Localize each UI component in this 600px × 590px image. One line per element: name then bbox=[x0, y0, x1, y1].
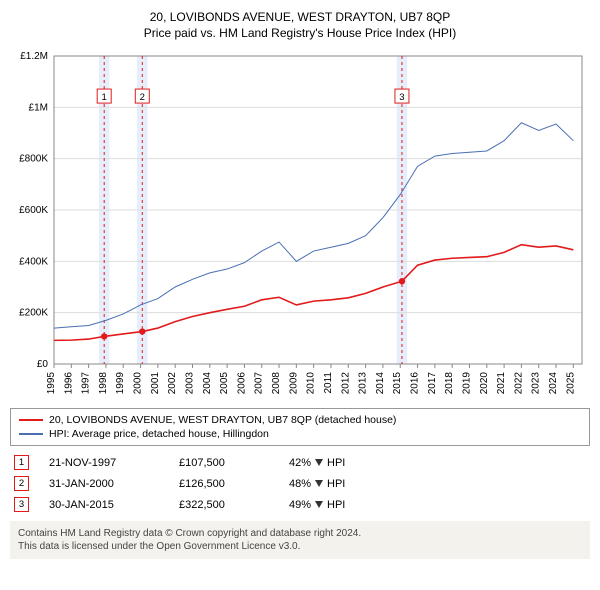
svg-text:2014: 2014 bbox=[375, 372, 386, 395]
svg-text:3: 3 bbox=[399, 92, 404, 103]
event-price: £107,500 bbox=[179, 457, 269, 469]
svg-text:£800K: £800K bbox=[19, 154, 48, 165]
svg-text:2001: 2001 bbox=[150, 372, 161, 395]
svg-text:2010: 2010 bbox=[306, 372, 317, 395]
svg-text:2006: 2006 bbox=[236, 372, 247, 395]
event-badge: 3 bbox=[14, 497, 29, 512]
svg-text:2025: 2025 bbox=[565, 372, 576, 395]
svg-text:2003: 2003 bbox=[184, 372, 195, 395]
price-chart: £0 £200K £400K £600K £800K £1M £1.2M 1995 1996 19… bbox=[10, 48, 590, 398]
svg-text:2007: 2007 bbox=[254, 372, 265, 395]
legend: 20, LOVIBONDS AVENUE, WEST DRAYTON, UB7 … bbox=[10, 408, 590, 446]
svg-text:2008: 2008 bbox=[271, 372, 282, 395]
event-delta-suffix: HPI bbox=[327, 457, 345, 469]
event-price: £126,500 bbox=[179, 478, 269, 490]
svg-text:2011: 2011 bbox=[323, 372, 334, 394]
svg-text:2013: 2013 bbox=[358, 372, 369, 395]
svg-text:1999: 1999 bbox=[115, 372, 126, 395]
svg-text:£1.2M: £1.2M bbox=[20, 51, 48, 62]
attribution-line: Contains HM Land Registry data © Crown c… bbox=[18, 527, 582, 540]
page-title: 20, LOVIBONDS AVENUE, WEST DRAYTON, UB7 … bbox=[10, 10, 590, 24]
event-row: 1 21-NOV-1997 £107,500 42% HPI bbox=[10, 452, 590, 473]
svg-text:£0: £0 bbox=[37, 359, 49, 370]
event-delta: 48% HPI bbox=[289, 478, 345, 490]
svg-text:2018: 2018 bbox=[444, 372, 455, 395]
svg-text:£200K: £200K bbox=[19, 308, 48, 319]
event-badge: 1 bbox=[14, 455, 29, 470]
event-price: £322,500 bbox=[179, 499, 269, 511]
legend-item: HPI: Average price, detached house, Hill… bbox=[19, 427, 581, 441]
arrow-down-icon bbox=[315, 459, 323, 466]
event-delta-pct: 48% bbox=[289, 478, 311, 490]
legend-swatch bbox=[19, 433, 43, 435]
svg-text:2021: 2021 bbox=[496, 372, 507, 395]
event-row: 3 30-JAN-2015 £322,500 49% HPI bbox=[10, 494, 590, 515]
svg-text:2019: 2019 bbox=[461, 372, 472, 395]
svg-text:2009: 2009 bbox=[288, 372, 299, 395]
legend-swatch bbox=[19, 419, 43, 421]
page-subtitle: Price paid vs. HM Land Registry's House … bbox=[10, 26, 590, 40]
event-delta: 49% HPI bbox=[289, 499, 345, 511]
svg-text:2005: 2005 bbox=[219, 372, 230, 395]
svg-text:1996: 1996 bbox=[63, 372, 74, 395]
attribution-line: This data is licensed under the Open Gov… bbox=[18, 540, 582, 553]
event-list: 1 21-NOV-1997 £107,500 42% HPI 2 31-JAN-… bbox=[10, 452, 590, 515]
legend-label: 20, LOVIBONDS AVENUE, WEST DRAYTON, UB7 … bbox=[49, 414, 396, 426]
event-delta: 42% HPI bbox=[289, 457, 345, 469]
svg-text:2016: 2016 bbox=[410, 372, 421, 395]
arrow-down-icon bbox=[315, 480, 323, 487]
chart-svg: £0 £200K £400K £600K £800K £1M £1.2M 1995 1996 19… bbox=[10, 48, 590, 398]
event-delta-pct: 49% bbox=[289, 499, 311, 511]
legend-item: 20, LOVIBONDS AVENUE, WEST DRAYTON, UB7 … bbox=[19, 413, 581, 427]
svg-text:1997: 1997 bbox=[81, 372, 92, 395]
svg-text:2022: 2022 bbox=[513, 372, 524, 395]
svg-text:2015: 2015 bbox=[392, 372, 403, 395]
event-badge: 2 bbox=[14, 476, 29, 491]
event-date: 21-NOV-1997 bbox=[49, 457, 159, 469]
svg-text:1: 1 bbox=[102, 92, 107, 103]
legend-label: HPI: Average price, detached house, Hill… bbox=[49, 428, 269, 440]
svg-text:£400K: £400K bbox=[19, 256, 48, 267]
svg-text:2017: 2017 bbox=[427, 372, 438, 395]
event-date: 30-JAN-2015 bbox=[49, 499, 159, 511]
event-row: 2 31-JAN-2000 £126,500 48% HPI bbox=[10, 473, 590, 494]
svg-text:1998: 1998 bbox=[98, 372, 109, 395]
attribution: Contains HM Land Registry data © Crown c… bbox=[10, 521, 590, 559]
svg-text:2: 2 bbox=[140, 92, 145, 103]
svg-text:£600K: £600K bbox=[19, 205, 48, 216]
svg-text:2012: 2012 bbox=[340, 372, 351, 395]
svg-text:1995: 1995 bbox=[46, 372, 57, 395]
arrow-down-icon bbox=[315, 501, 323, 508]
svg-text:2023: 2023 bbox=[531, 372, 542, 395]
event-delta-pct: 42% bbox=[289, 457, 311, 469]
event-date: 31-JAN-2000 bbox=[49, 478, 159, 490]
svg-text:£1M: £1M bbox=[29, 102, 48, 113]
svg-text:2000: 2000 bbox=[133, 372, 144, 395]
svg-text:2024: 2024 bbox=[548, 372, 559, 395]
event-delta-suffix: HPI bbox=[327, 499, 345, 511]
svg-text:2002: 2002 bbox=[167, 372, 178, 395]
svg-text:2020: 2020 bbox=[479, 372, 490, 395]
event-delta-suffix: HPI bbox=[327, 478, 345, 490]
svg-text:2004: 2004 bbox=[202, 372, 213, 395]
